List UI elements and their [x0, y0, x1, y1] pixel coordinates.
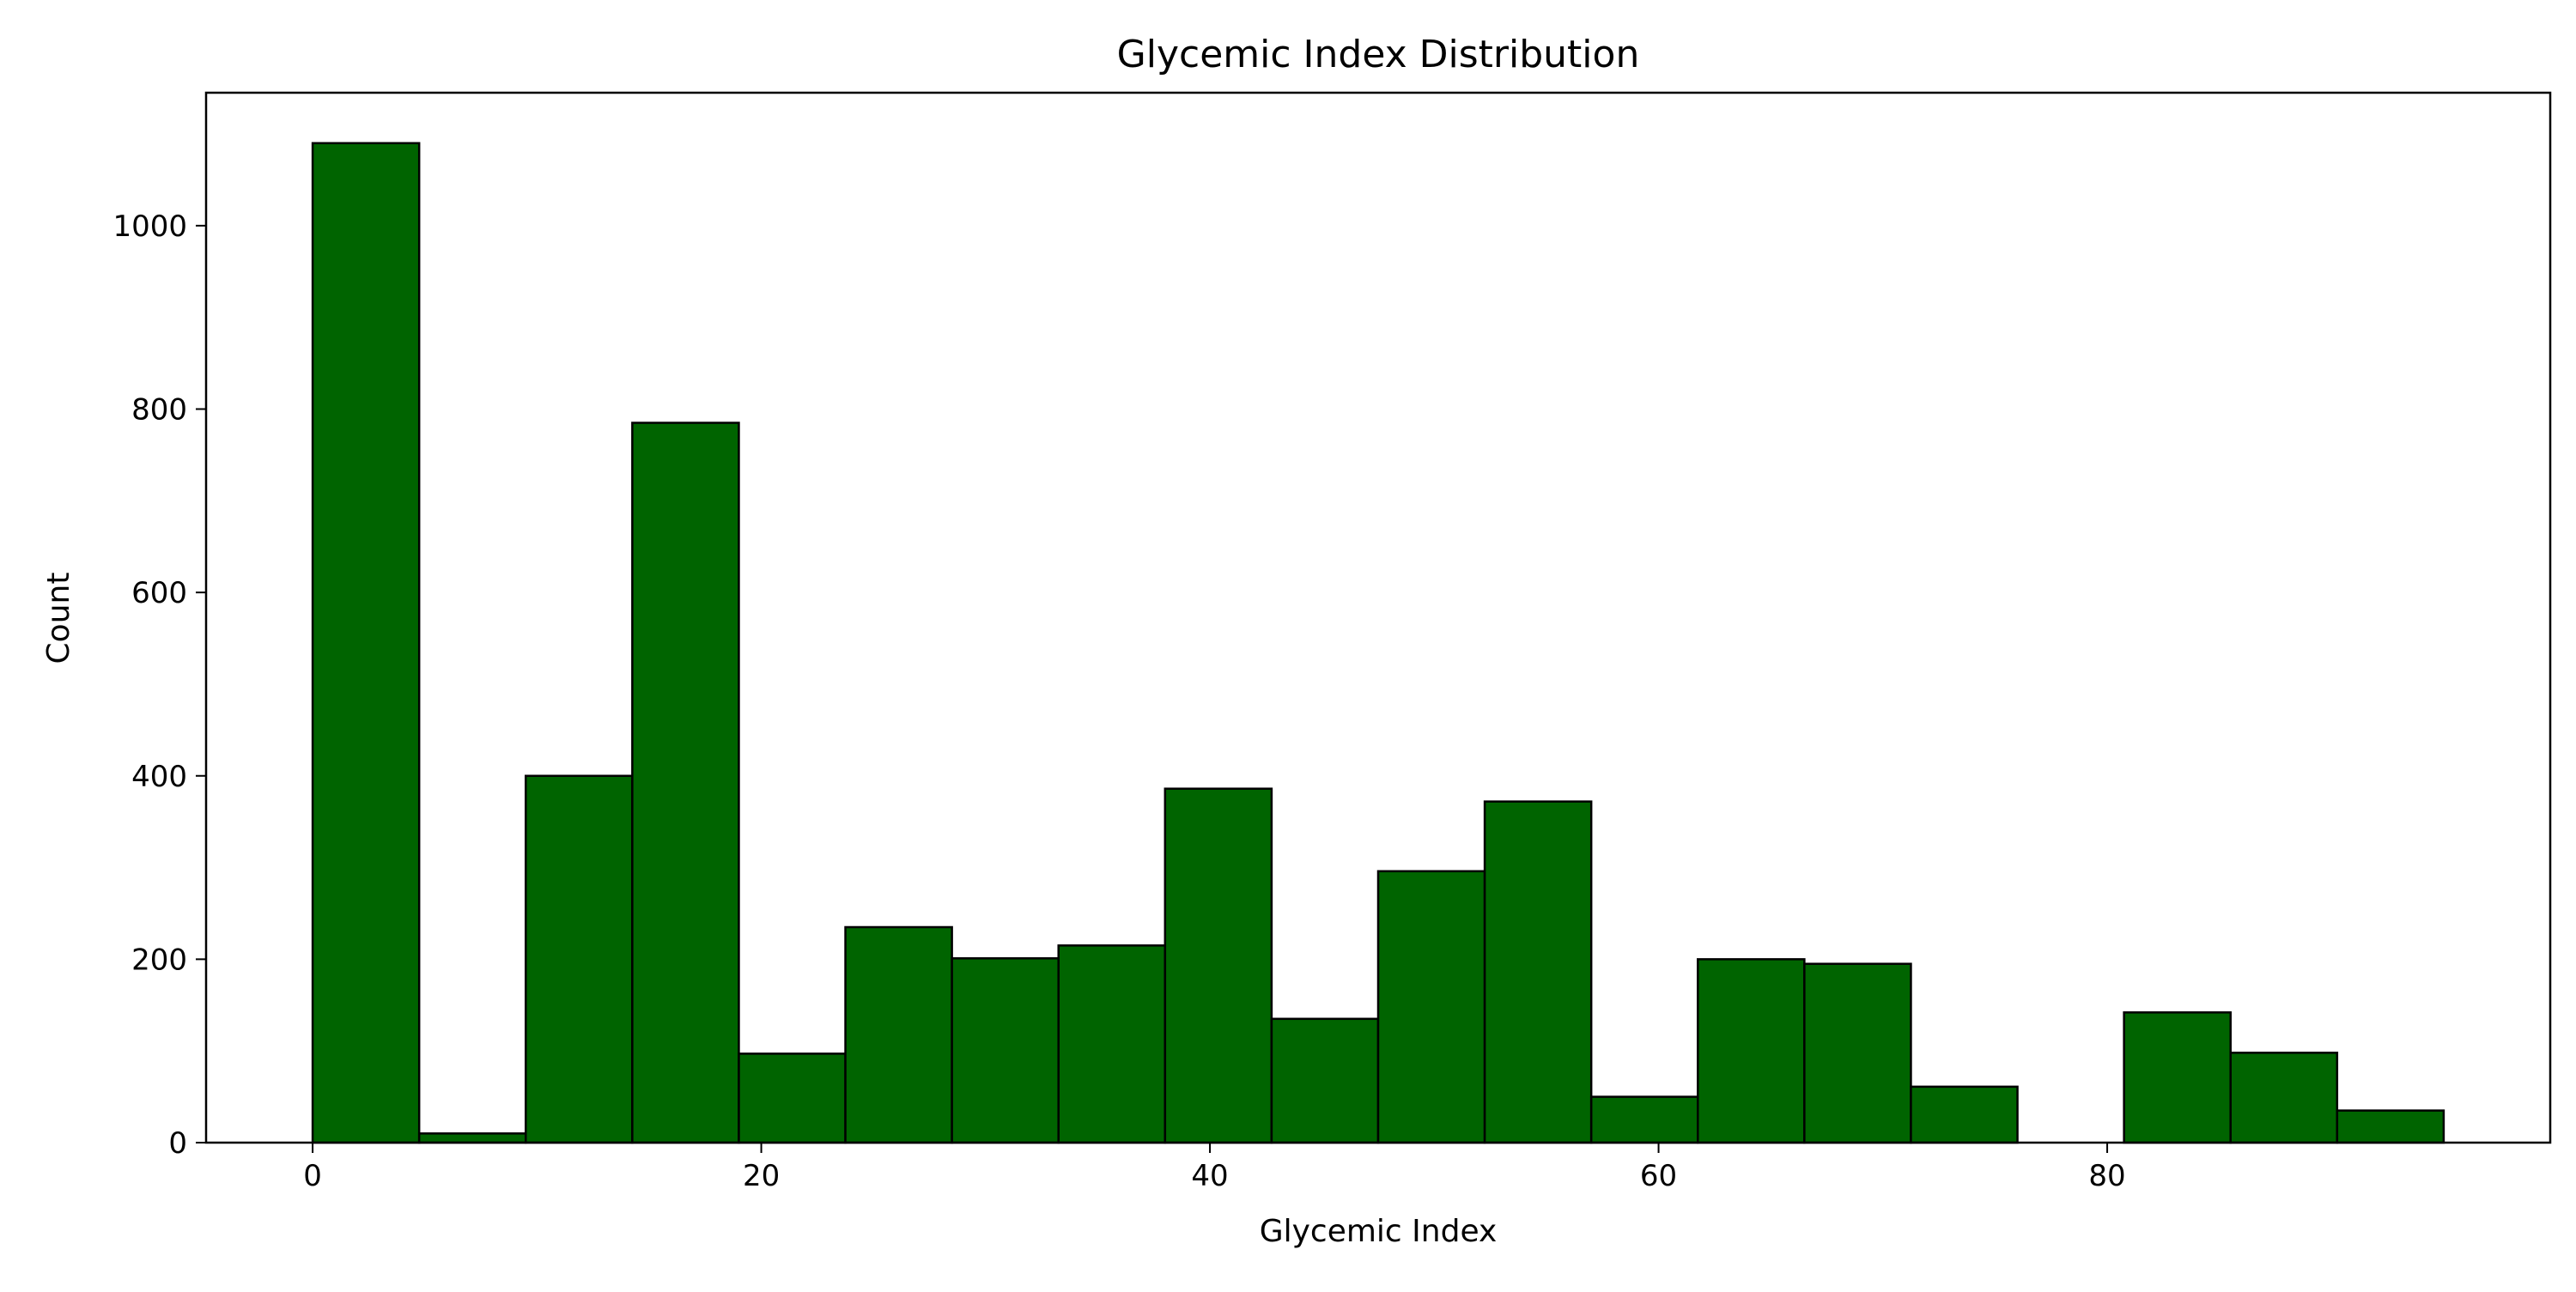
y-tick-label: 1000 — [112, 209, 187, 244]
y-axis-label: Count — [41, 573, 76, 664]
histogram-bar — [525, 774, 634, 1144]
histogram-bar — [1910, 1085, 2019, 1144]
x-axis-ticks: 0 20 40 60 80 — [303, 1143, 2126, 1193]
histogram-bar — [1057, 944, 1167, 1144]
y-tick-label: 0 — [168, 1126, 187, 1161]
histogram-bar — [1483, 800, 1593, 1144]
histogram-bar — [311, 142, 421, 1144]
x-axis-label: Glycemic Index — [1260, 1214, 1498, 1249]
histogram-bar — [417, 1132, 527, 1144]
axes-frame — [204, 91, 2552, 1144]
y-tick-label: 800 — [131, 393, 187, 428]
histogram-bar — [1803, 962, 1912, 1144]
y-tick-label: 600 — [131, 576, 187, 610]
histogram-bar — [1376, 870, 1486, 1144]
histogram-bar — [1589, 1095, 1699, 1144]
histogram-bar — [2229, 1052, 2339, 1144]
y-tick-label: 200 — [131, 943, 187, 977]
histogram-bar — [2336, 1109, 2445, 1144]
chart-title: Glycemic Index Distribution — [1117, 33, 1640, 76]
bars-layer — [311, 142, 2445, 1144]
x-tick-label: 0 — [303, 1159, 322, 1193]
x-tick-label: 20 — [743, 1159, 780, 1193]
x-tick-label: 80 — [2088, 1159, 2125, 1193]
y-axis-ticks: 0 200 400 600 800 1000 — [112, 209, 206, 1161]
histogram-bar — [631, 422, 740, 1144]
x-tick-label: 60 — [1640, 1159, 1677, 1193]
histogram-bar — [1697, 958, 1806, 1144]
x-tick-label: 40 — [1191, 1159, 1228, 1193]
y-tick-label: 400 — [131, 760, 187, 794]
histogram-bar — [951, 957, 1060, 1144]
histogram-bar — [2123, 1011, 2232, 1144]
histogram-bar — [1270, 1017, 1380, 1144]
histogram-bar — [1163, 787, 1273, 1144]
histogram-bar — [844, 925, 953, 1144]
histogram-bar — [738, 1052, 847, 1144]
